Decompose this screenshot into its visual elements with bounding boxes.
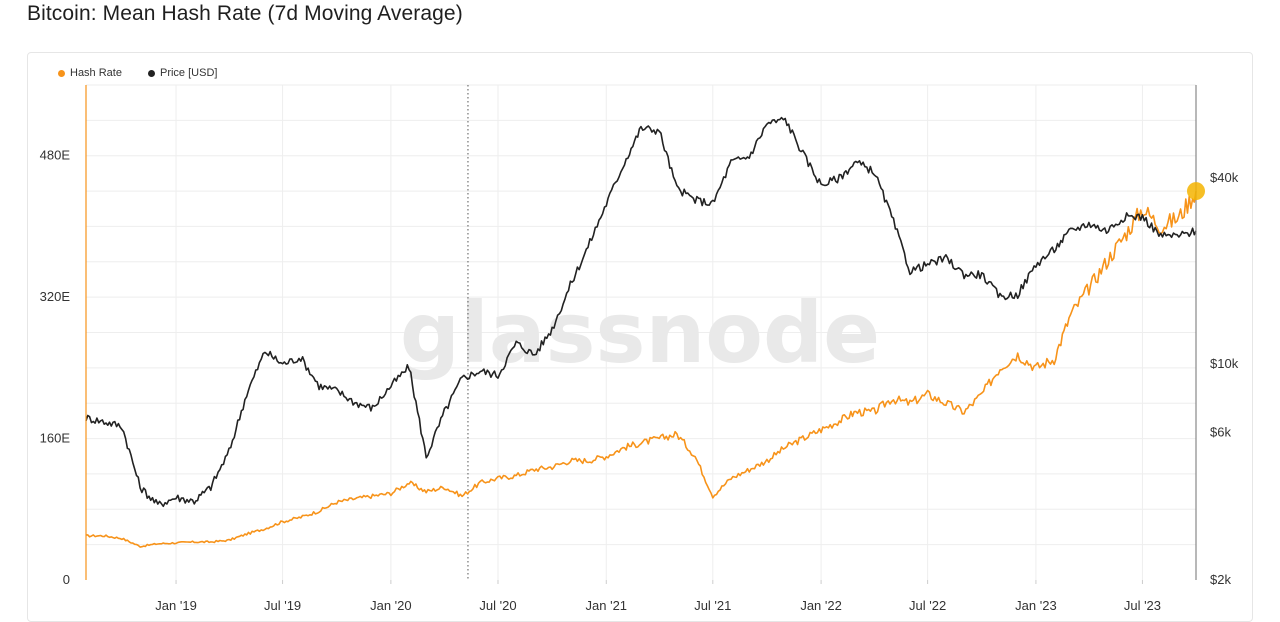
x-tick-label: Jul '21	[694, 598, 731, 613]
x-tick-label: Jan '22	[800, 598, 842, 613]
legend-item-price[interactable]: Price [USD]	[147, 67, 218, 79]
right-tick-label: $6k	[1210, 425, 1231, 440]
legend-label-price: Price [USD]	[159, 67, 218, 79]
x-tick-label: Jan '20	[370, 598, 412, 613]
axes: Jan '19 Jul '19 Jan '20 Jul '20 Jan '21 Jul '…	[40, 85, 1239, 613]
x-tick-label: Jan '19	[155, 598, 197, 613]
hash-rate-end-marker[interactable]	[1187, 182, 1205, 201]
left-tick-label: 480E	[40, 148, 71, 163]
x-tick-label: Jul '23	[1124, 598, 1161, 613]
x-tick-label: Jan '21	[586, 598, 628, 613]
series-line-price[interactable]	[85, 116, 1197, 508]
grid-lines	[86, 84, 1196, 580]
legend-label-hash-rate: Hash Rate	[70, 67, 122, 79]
chart-legend: Hash Rate Price [USD]	[58, 67, 217, 79]
left-tick-label: 320E	[40, 289, 71, 304]
markers	[1187, 182, 1205, 201]
x-tick-label: Jan '23	[1015, 598, 1057, 613]
right-tick-label: $40k	[1210, 170, 1239, 185]
series-line-hash-rate[interactable]	[86, 190, 1197, 548]
x-tick-label: Jul '20	[479, 598, 516, 613]
legend-item-hash-rate[interactable]: Hash Rate	[58, 67, 122, 79]
page-title: Bitcoin: Mean Hash Rate (7d Moving Avera…	[27, 2, 463, 25]
series-lines	[85, 116, 1197, 548]
legend-dot-hash-rate	[58, 69, 65, 77]
watermark-text: glassnode	[400, 284, 880, 382]
left-tick-label: 160E	[40, 431, 71, 446]
left-tick-label: 0	[63, 572, 70, 587]
x-tick-label: Jul '19	[264, 598, 301, 613]
legend-dot-price	[147, 69, 155, 77]
right-tick-label: $10k	[1210, 356, 1239, 371]
right-tick-label: $2k	[1210, 572, 1231, 587]
x-tick-label: Jul '22	[909, 598, 946, 613]
